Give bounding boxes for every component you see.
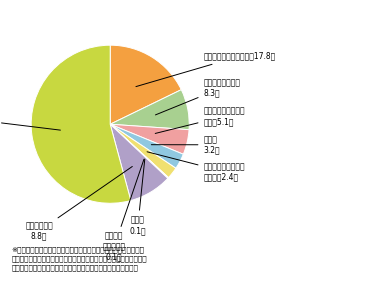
Wedge shape (110, 124, 168, 178)
Text: 情報通信機械器具工業　17.8％: 情報通信機械器具工業 17.8％ (136, 52, 276, 87)
Wedge shape (110, 90, 189, 130)
Text: ソフトウェア・情報
処理業　2.4％: ソフトウェア・情報 処理業 2.4％ (147, 152, 245, 181)
Wedge shape (110, 124, 168, 178)
Wedge shape (110, 124, 183, 168)
Text: その他の製造業
54.2％: その他の製造業 54.2％ (0, 111, 60, 130)
Text: 通信業
3.2％: 通信業 3.2％ (151, 135, 220, 155)
Wedge shape (110, 124, 168, 201)
Text: 放送業
0.1％: 放送業 0.1％ (130, 159, 146, 235)
Text: ※　情報通信産業の研究費：情報通信機械器具工業、電気機械器具
　　工業、電子部品・デバイス工業、情報通信業（ソフトウェア・情
　　報処理業、通信業、放送業、その: ※ 情報通信産業の研究費：情報通信機械器具工業、電気機械器具 工業、電子部品・デ… (11, 246, 147, 271)
Text: 電気機械器具工業
8.3％: 電気機械器具工業 8.3％ (155, 78, 241, 115)
Wedge shape (110, 124, 189, 154)
Wedge shape (110, 45, 181, 124)
Wedge shape (110, 124, 176, 178)
Text: その他の産業
8.8％: その他の産業 8.8％ (25, 166, 132, 241)
Wedge shape (31, 45, 131, 203)
Text: その他の
情報通信業
0.1％: その他の 情報通信業 0.1％ (103, 159, 144, 262)
Text: 電子部品・デバイス
工業　5.1％: 電子部品・デバイス 工業 5.1％ (155, 107, 245, 133)
